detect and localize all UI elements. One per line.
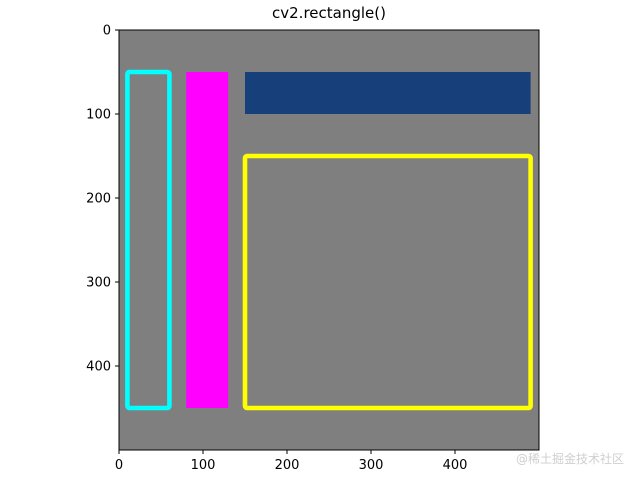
x-tick-label: 0 — [115, 458, 123, 473]
x-axis: 0 100 200 300 400 — [115, 450, 468, 473]
chart-title: cv2.rectangle() — [272, 4, 386, 22]
x-tick-label: 400 — [443, 458, 468, 473]
rectangles-layer — [125, 69, 533, 411]
rectangle-yellow-outline — [242, 153, 533, 411]
rectangle-cyan-outline — [125, 69, 172, 411]
rectangle-magenta-filled — [186, 72, 229, 408]
y-tick-label: 0 — [103, 24, 111, 39]
y-tick-label: 300 — [86, 276, 111, 291]
x-tick-label: 100 — [191, 458, 216, 473]
y-tick-label: 200 — [86, 192, 111, 207]
watermark-text: @稀土掘金技术社区 — [516, 451, 624, 466]
rectangle-navy-filled — [245, 72, 531, 114]
y-axis: 0 100 200 300 400 — [86, 24, 119, 375]
x-tick-label: 200 — [275, 458, 300, 473]
y-tick-label: 400 — [86, 360, 111, 375]
y-tick-label: 100 — [86, 108, 111, 123]
x-tick-label: 300 — [359, 458, 384, 473]
plot-frame — [118, 29, 540, 451]
